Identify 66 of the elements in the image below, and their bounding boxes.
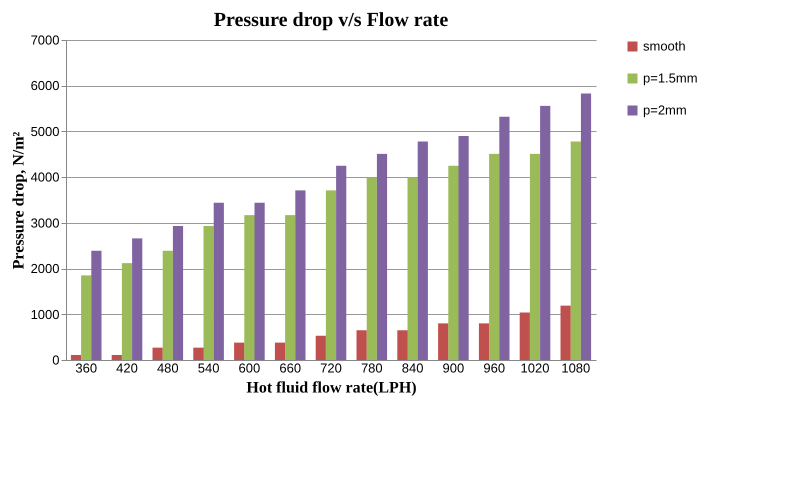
legend-label: p=1.5mm	[643, 70, 698, 86]
bar	[366, 178, 377, 360]
y-tick-label: 0	[52, 352, 60, 368]
bar	[152, 348, 163, 360]
bar	[122, 263, 132, 360]
bar	[285, 215, 296, 360]
x-tick-label: 360	[75, 360, 98, 376]
bar	[397, 330, 408, 360]
bar	[560, 306, 571, 360]
x-tick-label: 660	[279, 360, 302, 376]
bar	[274, 342, 286, 360]
x-tick-label: 1020	[520, 360, 550, 376]
x-tick-label: 900	[442, 360, 464, 376]
bar	[570, 141, 581, 360]
y-tick-label: 4000	[30, 170, 60, 185]
bar	[356, 330, 367, 360]
bar	[172, 226, 184, 360]
y-tick-label: 1000	[30, 306, 60, 322]
bar	[326, 190, 336, 360]
y-tick-label: 6000	[30, 78, 60, 94]
bar	[193, 348, 204, 360]
bar	[254, 202, 265, 360]
bar	[530, 154, 540, 360]
bar	[540, 106, 550, 360]
bar	[499, 116, 510, 360]
bar	[448, 166, 458, 360]
x-tick-label: 420	[116, 360, 138, 376]
bar	[91, 250, 102, 360]
x-tick-label: 600	[238, 360, 260, 376]
bar	[295, 190, 306, 360]
bar	[489, 154, 500, 360]
x-axis-title: Hot fluid flow rate(LPH)	[246, 380, 417, 396]
legend-label: p=2mm	[643, 102, 687, 118]
x-tick-label: 780	[360, 360, 383, 376]
bar	[214, 202, 224, 360]
bar	[438, 323, 448, 360]
bar	[112, 354, 122, 360]
y-tick-label: 3000	[30, 215, 60, 230]
x-tick-label: 840	[402, 360, 424, 376]
bar	[418, 141, 428, 360]
chart-title: Pressure drop v/s Flow rate	[214, 9, 448, 31]
x-tick-label: 480	[156, 360, 179, 376]
y-axis-title: Pressure drop, N/m²	[10, 131, 28, 270]
bar	[81, 275, 92, 360]
bar	[336, 166, 346, 360]
bar	[478, 323, 490, 360]
bar	[316, 336, 326, 360]
x-tick-label: 720	[320, 360, 342, 376]
x-tick-label: 1080	[561, 360, 590, 376]
x-tick-label: 960	[483, 360, 506, 376]
bar	[132, 238, 142, 360]
bar	[204, 226, 214, 360]
y-tick-label: 5000	[30, 124, 60, 139]
bar	[458, 136, 469, 360]
bar	[520, 312, 530, 360]
x-tick-label: 540	[198, 360, 220, 376]
y-tick-label: 2000	[30, 261, 60, 276]
bar	[70, 354, 82, 360]
y-tick-label: 7000	[30, 32, 60, 48]
legend-label: smooth	[643, 38, 686, 54]
bar	[234, 342, 244, 360]
bar	[580, 93, 592, 360]
bar	[162, 250, 173, 360]
bar	[408, 178, 418, 360]
bar	[376, 154, 388, 360]
bar	[244, 215, 254, 360]
